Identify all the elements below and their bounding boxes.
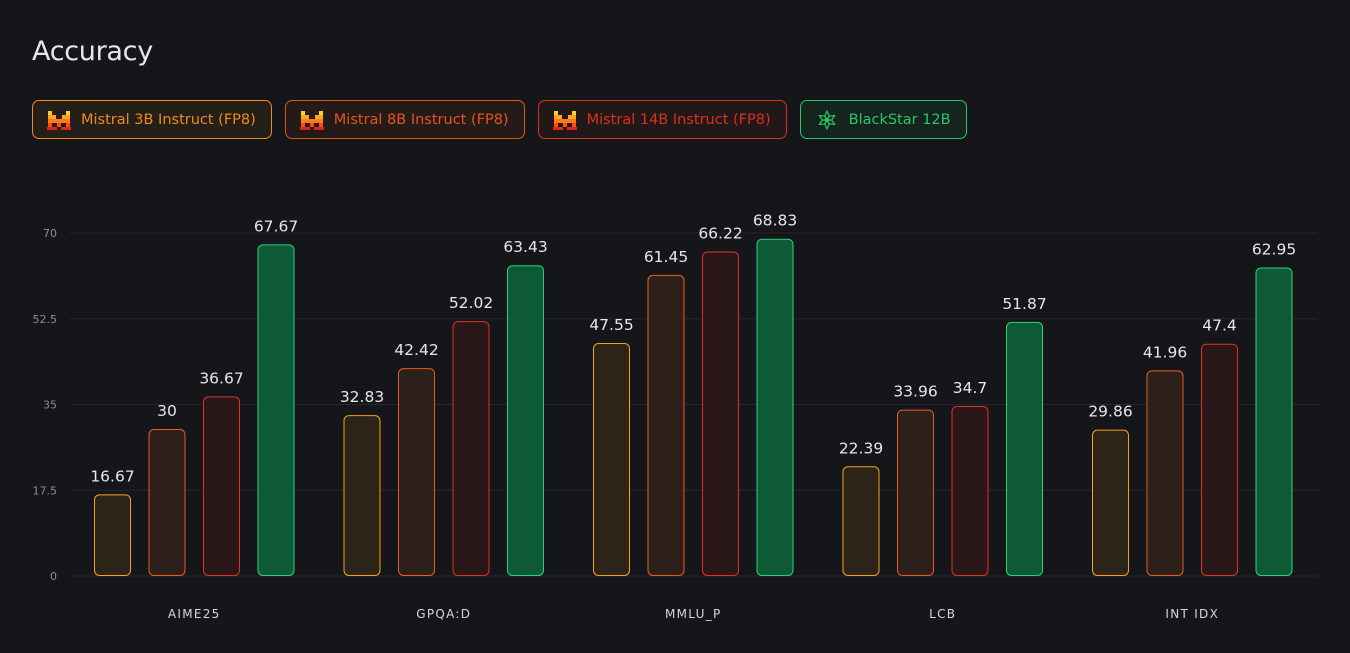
bar	[398, 368, 435, 576]
legend-label: Mistral 3B Instruct (FP8)	[81, 111, 256, 128]
bar-value-label: 51.87	[1002, 295, 1046, 313]
bar	[1201, 343, 1238, 576]
bar	[94, 494, 131, 576]
legend-label: Mistral 8B Instruct (FP8)	[333, 111, 509, 128]
bar-value-label: 32.83	[340, 388, 384, 406]
x-category-label: GPQA:D	[416, 607, 471, 621]
chart-title: Accuracy	[32, 36, 153, 67]
y-tick-label: 35	[43, 399, 57, 412]
bar	[842, 466, 880, 576]
legend-label: BlackStar 12B	[848, 111, 951, 128]
bar-value-label: 16.67	[90, 467, 134, 485]
bar	[702, 251, 739, 576]
bar	[1006, 321, 1043, 576]
mistral-logo-icon	[552, 109, 577, 131]
bar-value-label: 63.43	[503, 238, 547, 256]
bar	[343, 415, 381, 576]
bar	[1255, 267, 1293, 576]
x-category-label: LCB	[929, 607, 956, 621]
bar	[897, 409, 934, 577]
legend-item-mistral-14b[interactable]: Mistral 14B Instruct (FP8)	[537, 100, 787, 139]
bar-value-label: 29.86	[1088, 403, 1132, 421]
blackstar-snowflake-icon	[815, 109, 839, 131]
bar-value-label: 22.39	[839, 439, 883, 457]
bar-value-label: 33.96	[893, 383, 937, 401]
bar-value-label: 47.4	[1202, 317, 1237, 335]
x-category-label: AIME25	[168, 607, 221, 621]
legend-item-blackstar-12b[interactable]: BlackStar 12B	[799, 100, 967, 139]
mistral-logo-icon	[47, 109, 71, 131]
bar-value-label: 67.67	[254, 217, 298, 235]
bar	[756, 238, 794, 576]
bar-value-label: 36.67	[199, 369, 243, 387]
bar	[647, 274, 685, 576]
bar	[951, 405, 989, 576]
bar	[1092, 429, 1129, 576]
y-tick-label: 52.5	[33, 313, 58, 326]
bar-value-label: 42.42	[394, 341, 438, 359]
bar-value-label: 34.7	[953, 379, 988, 397]
y-tick-label: 17.5	[33, 484, 58, 497]
bar-value-label: 47.55	[589, 316, 633, 334]
y-tick-label: 0	[50, 570, 57, 583]
bar-value-label: 61.45	[644, 248, 688, 266]
bar	[148, 429, 186, 576]
x-category-label: INT IDX	[1165, 607, 1219, 621]
mistral-logo-icon	[299, 109, 324, 131]
bar	[203, 396, 240, 576]
bar	[1146, 370, 1184, 576]
bar	[452, 321, 490, 576]
bar-value-label: 66.22	[698, 225, 742, 243]
bar	[593, 343, 630, 576]
bar-value-label: 41.96	[1143, 343, 1187, 361]
x-category-label: MMLU_P	[665, 607, 722, 621]
legend-item-mistral-3b[interactable]: Mistral 3B Instruct (FP8)	[32, 100, 272, 139]
y-tick-label: 70	[43, 227, 57, 240]
bar	[507, 265, 544, 576]
legend-label: Mistral 14B Instruct (FP8)	[586, 111, 771, 128]
legend: Mistral 3B Instruct (FP8) Mistral 8B Ins…	[32, 100, 967, 139]
bar-value-label: 62.95	[1252, 241, 1296, 259]
bar-value-label: 30	[157, 402, 177, 420]
bar-value-label: 68.83	[753, 212, 797, 230]
bar-value-label: 52.02	[449, 294, 493, 312]
legend-item-mistral-8b[interactable]: Mistral 8B Instruct (FP8)	[284, 100, 525, 139]
bar	[257, 244, 295, 577]
